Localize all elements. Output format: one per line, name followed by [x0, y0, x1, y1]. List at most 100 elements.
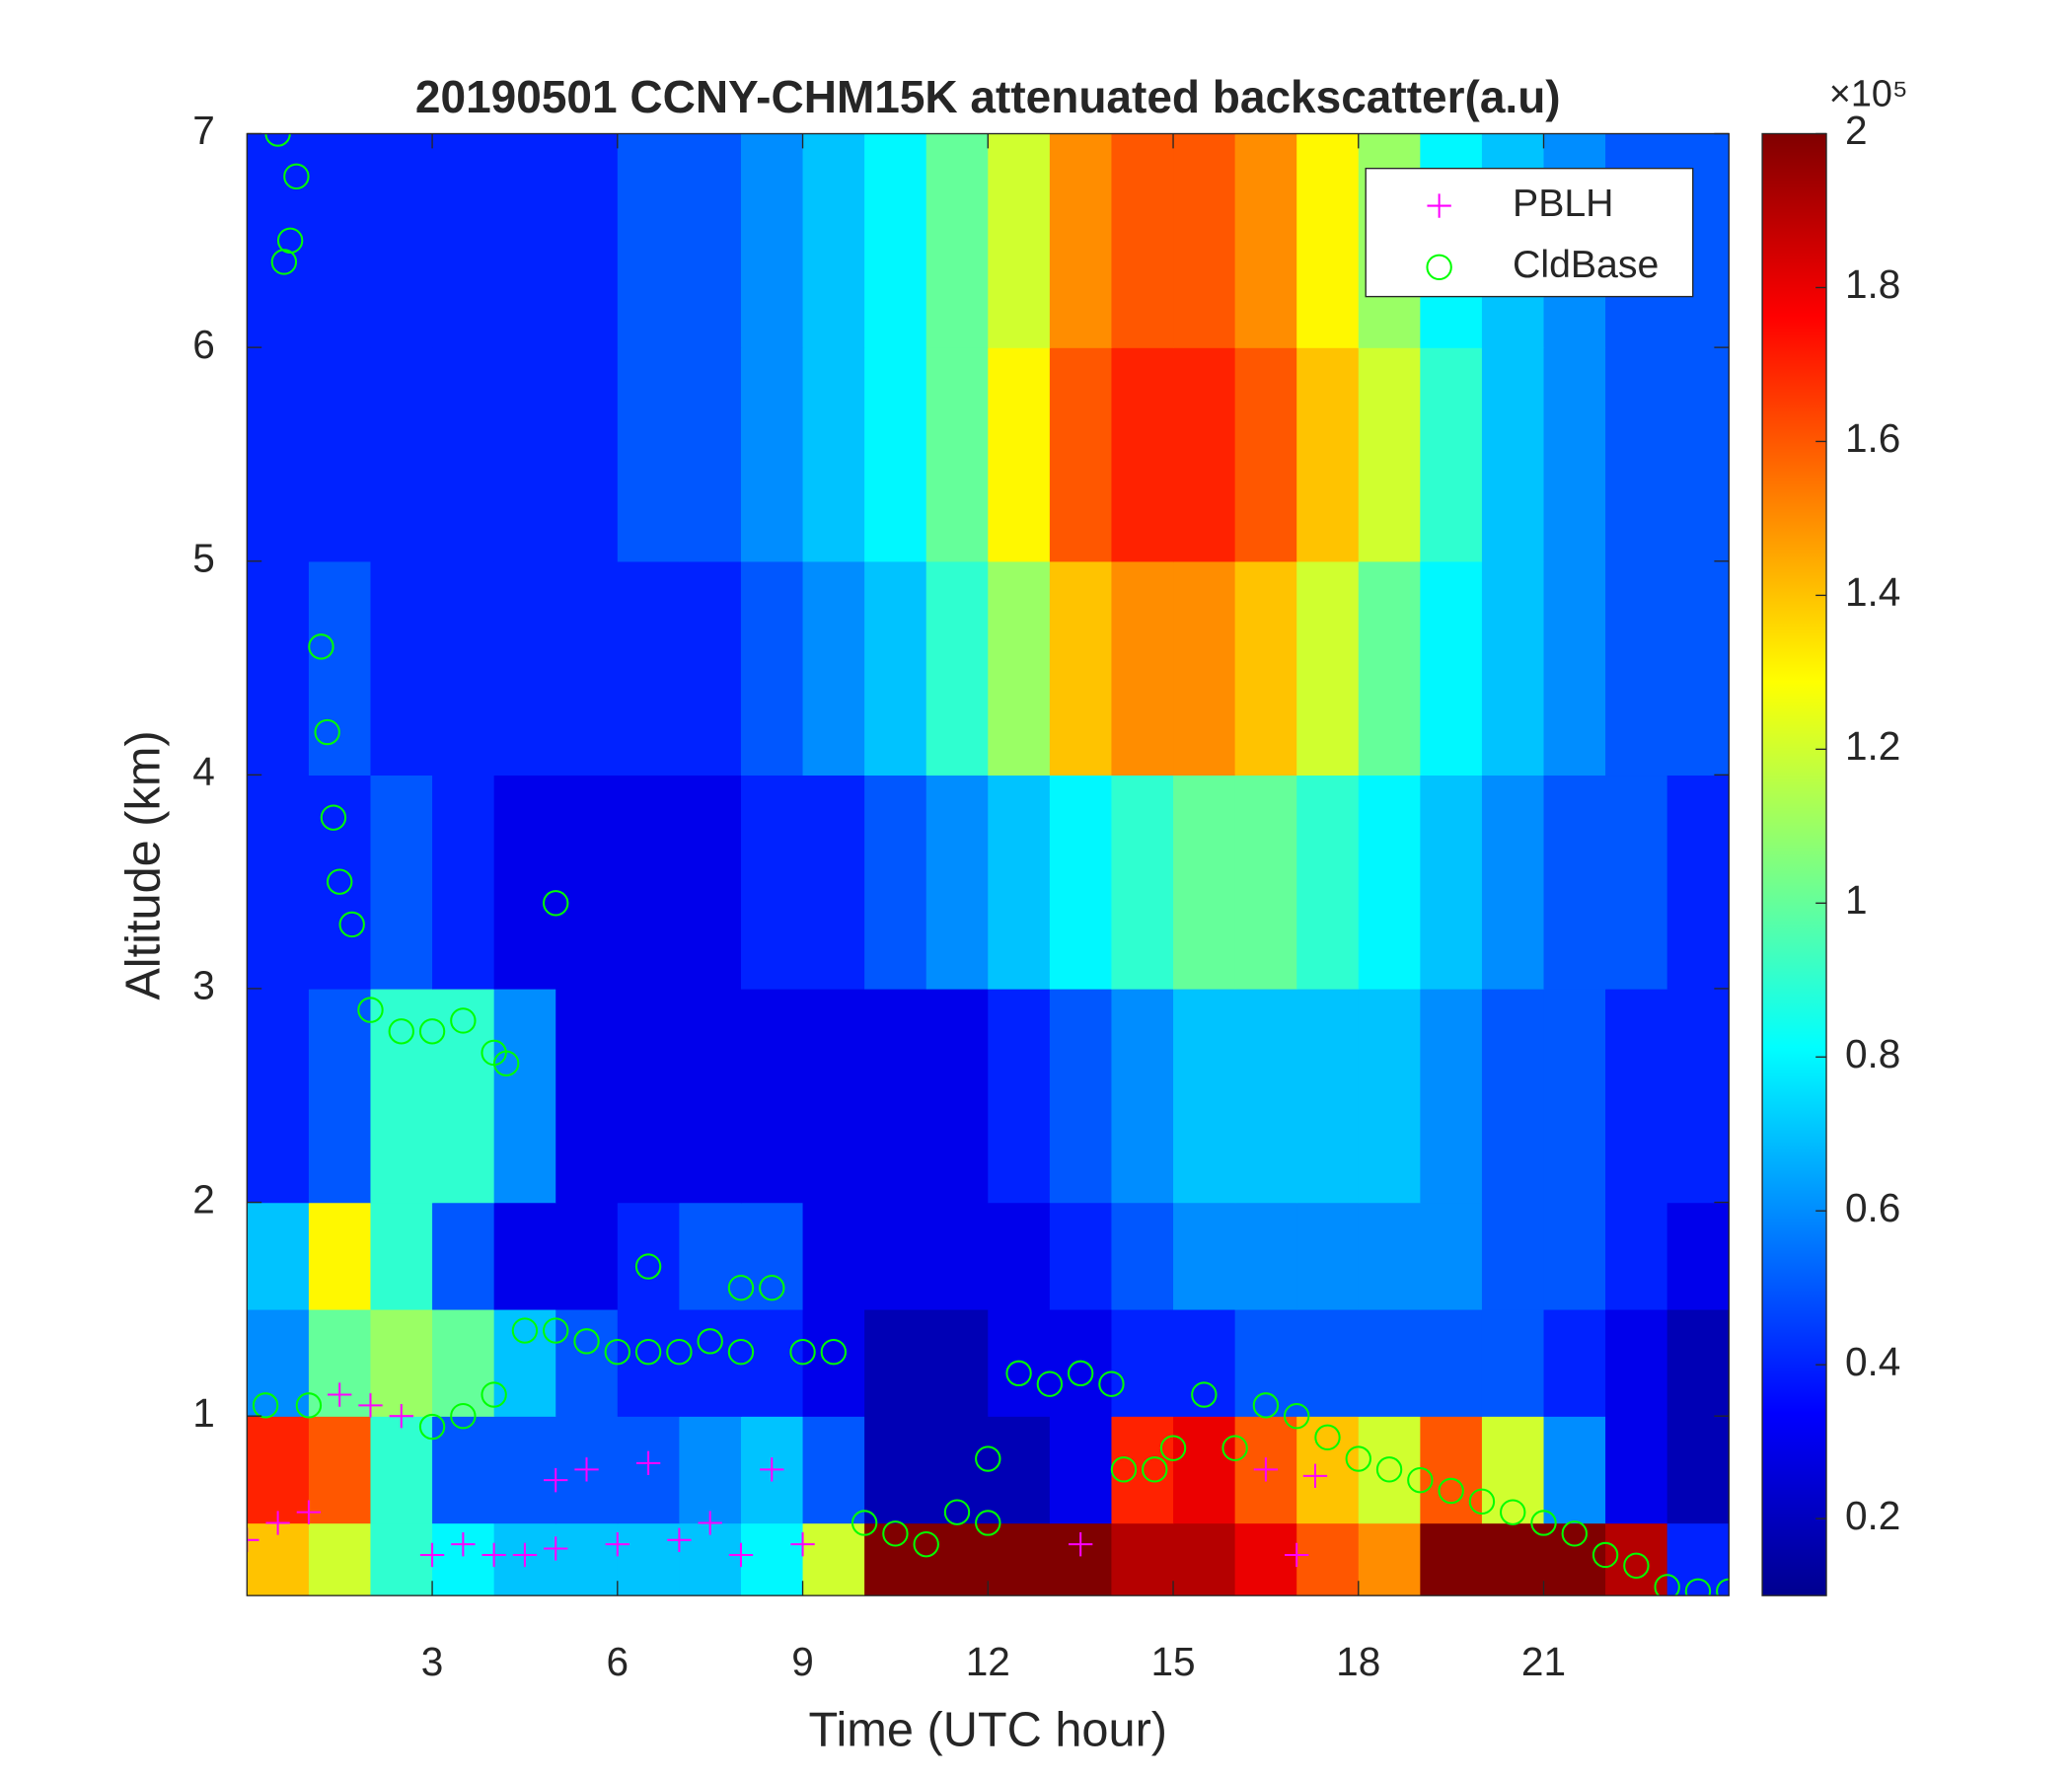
- heatmap-cell: [1358, 1522, 1422, 1596]
- circle-marker: [1314, 1424, 1341, 1451]
- circle-marker: [727, 1275, 755, 1301]
- heatmap-cell: [1420, 560, 1483, 777]
- circle-marker: [1530, 1510, 1557, 1536]
- heatmap-cell: [370, 1416, 433, 1524]
- heatmap-cell: [1420, 1308, 1483, 1417]
- circle-marker: [308, 633, 334, 660]
- heatmap-cell: [988, 560, 1051, 777]
- plus-marker: [247, 1527, 259, 1553]
- heatmap-cell: [555, 1522, 619, 1596]
- circle-marker: [450, 1007, 477, 1034]
- circle-marker: [820, 1339, 848, 1366]
- heatmap-cell: [802, 1522, 865, 1596]
- heatmap-cell: [1543, 1202, 1606, 1310]
- heatmap-cell: [925, 1202, 989, 1310]
- heatmap-cell: [1111, 1308, 1174, 1417]
- heatmap-cell: [432, 988, 495, 1204]
- heatmap-cell: [493, 133, 556, 348]
- circle-marker: [1654, 1574, 1680, 1596]
- heatmap-cell: [1296, 775, 1360, 990]
- heatmap-cell: [1666, 1202, 1730, 1310]
- circle-marker: [1110, 1456, 1138, 1483]
- x-tick-label: 15: [1150, 1639, 1195, 1684]
- heatmap-cell: [1234, 775, 1297, 990]
- y-tick-label: 4: [192, 749, 215, 794]
- heatmap-cell: [1358, 775, 1422, 990]
- colorbar-tick-label: 0.4: [1845, 1339, 1900, 1384]
- heatmap-cell: [432, 347, 495, 562]
- heatmap-cell: [1481, 1202, 1545, 1310]
- heatmap-cell: [1111, 988, 1174, 1204]
- heatmap-cell: [802, 1416, 865, 1524]
- heatmap-cell: [988, 1202, 1051, 1310]
- legend-label: PBLH: [1513, 182, 1613, 225]
- heatmap-cell: [247, 1202, 310, 1310]
- circle-marker: [634, 1253, 662, 1280]
- x-axis-label: Time (UTC hour): [809, 1703, 1168, 1756]
- heatmap-cell: [679, 560, 742, 777]
- heatmap-cell: [802, 988, 865, 1204]
- heatmap-cell: [740, 133, 804, 348]
- heatmap-cell: [1358, 988, 1422, 1204]
- circle-marker: [320, 804, 347, 831]
- heatmap-cell: [1234, 1308, 1297, 1417]
- plus-marker: [698, 1511, 722, 1535]
- heatmap-cell: [1173, 1522, 1236, 1596]
- circle-marker: [511, 1317, 539, 1344]
- heatmap-cell: [617, 775, 681, 990]
- heatmap-cell: [740, 347, 804, 562]
- x-tick-label: 6: [607, 1639, 629, 1684]
- plus-marker: [1068, 1531, 1093, 1557]
- heatmap-cell: [308, 347, 372, 562]
- circle-marker: [1159, 1435, 1187, 1461]
- plus-marker: [635, 1450, 661, 1476]
- circle-marker: [295, 1392, 323, 1419]
- heatmap-cell: [1420, 347, 1483, 562]
- heatmap-cell: [925, 560, 989, 777]
- heatmap-cell: [740, 1308, 804, 1417]
- heatmap-cell: [617, 347, 681, 562]
- circle-marker: [943, 1499, 971, 1525]
- plus-marker: [1285, 1542, 1309, 1568]
- legend-label: CldBase: [1513, 243, 1659, 286]
- heatmap-cell: [1666, 1308, 1730, 1417]
- heatmap-cell: [370, 775, 433, 990]
- heatmap-cell: [1605, 1308, 1668, 1417]
- heatmap-cell: [1296, 988, 1360, 1204]
- heatmap-cell: [740, 1522, 804, 1596]
- heatmap-cell: [679, 133, 742, 348]
- heatmap-cell: [1358, 347, 1422, 562]
- heatmap-cell: [247, 775, 310, 990]
- heatmap-cell: [308, 560, 372, 777]
- heatmap-cell: [864, 347, 927, 562]
- heatmap-cell: [432, 1416, 495, 1524]
- circle-marker: [789, 1339, 816, 1366]
- heatmap-cell: [925, 347, 989, 562]
- heatmap-cell: [679, 1416, 742, 1524]
- heatmap-cell: [1605, 988, 1668, 1204]
- circle-marker: [1426, 254, 1452, 281]
- heatmap-cell: [1296, 347, 1360, 562]
- circle-marker: [327, 868, 353, 895]
- heatmap-cell: [1666, 560, 1730, 777]
- circle-marker: [283, 163, 310, 190]
- heatmap-cell: [988, 347, 1051, 562]
- heatmap-cell: [925, 133, 989, 348]
- heatmap-cell: [1666, 1416, 1730, 1524]
- heatmap-cell: [988, 1416, 1051, 1524]
- heatmap-cell: [925, 1308, 989, 1417]
- plot-area: [247, 133, 1730, 1596]
- heatmap-cell: [1420, 775, 1483, 990]
- circle-marker: [418, 1413, 446, 1441]
- heatmap-cell: [1543, 347, 1606, 562]
- heatmap-cell: [1605, 347, 1668, 562]
- heatmap-cell: [1358, 1416, 1422, 1524]
- heatmap-cell: [1049, 560, 1113, 777]
- heatmap-cell: [1111, 1202, 1174, 1310]
- heatmap-cell: [1049, 133, 1113, 348]
- heatmap-cell: [925, 988, 989, 1204]
- heatmap-cell: [493, 560, 556, 777]
- heatmap-cell: [1358, 560, 1422, 777]
